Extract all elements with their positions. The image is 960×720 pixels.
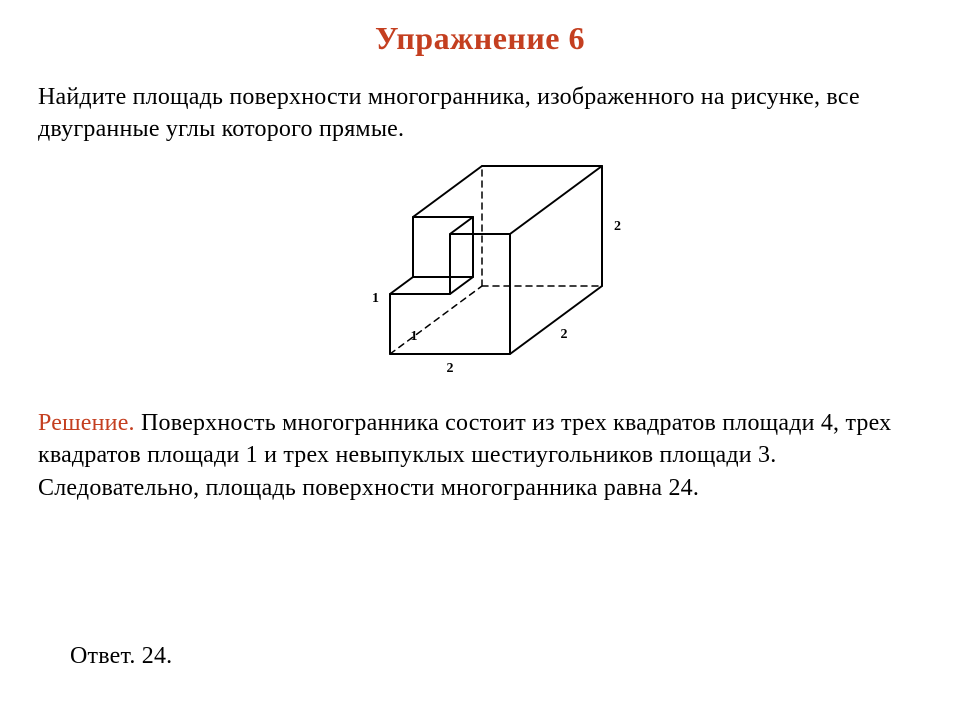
problem-text: Найдите площадь поверхности многогранник… <box>38 81 918 146</box>
solution-label: Решение. <box>38 410 135 436</box>
diagram: 1 1 2 2 2 <box>38 154 922 399</box>
dim-label-1v: 1 <box>372 291 379 306</box>
dim-label-2-front: 2 <box>447 361 454 376</box>
solution-text: Поверхность многогранника состоит из тре… <box>38 410 891 501</box>
slide: Упражнение 6 Найдите площадь поверхности… <box>0 0 960 720</box>
solution-block: Решение. Поверхность многогранника состо… <box>38 407 918 504</box>
answer-value: 24. <box>136 643 173 669</box>
answer-label: Ответ. <box>70 643 136 669</box>
answer-block: Ответ. 24. <box>70 640 172 672</box>
dim-label-2-depth: 2 <box>561 327 568 342</box>
polyhedron-svg: 1 1 2 2 2 <box>330 154 630 394</box>
dim-label-1h: 1 <box>411 329 418 344</box>
dim-label-2-height: 2 <box>614 219 621 234</box>
page-title: Упражнение 6 <box>38 20 922 57</box>
